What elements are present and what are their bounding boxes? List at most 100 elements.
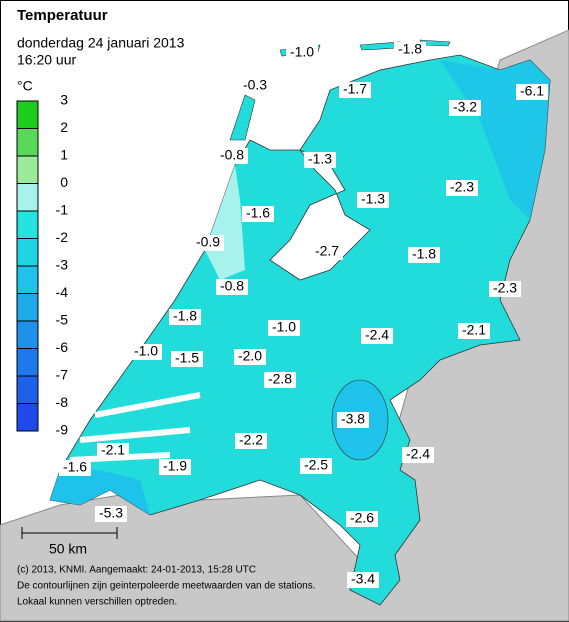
station-label-bg [130, 344, 162, 360]
station-label-bg [408, 247, 440, 263]
station-label: -5.3 [99, 505, 123, 521]
station-label-bg [449, 100, 481, 116]
station-label-bg [242, 206, 274, 222]
station-label-bg [458, 323, 490, 339]
station-label: -2.1 [462, 322, 486, 338]
legend-tick-label: 3 [60, 92, 68, 108]
station-label: -1.3 [308, 151, 332, 167]
station-label-bg [216, 148, 248, 164]
station-label-bg [357, 192, 389, 208]
station-label-bg [346, 511, 378, 527]
legend-tick-label: 2 [60, 119, 68, 135]
legend-tick-label: -5 [56, 312, 69, 328]
station-label: -0.8 [220, 278, 244, 294]
station-label-bg [235, 433, 267, 449]
color-band [17, 266, 38, 294]
station-label: -6.1 [520, 83, 544, 99]
station-label-bg [286, 45, 318, 61]
station-label-bg [347, 572, 379, 588]
color-band [17, 238, 38, 266]
time: 16:20 uur [17, 52, 76, 68]
station-label-bg [234, 349, 266, 365]
station-label-bg [300, 458, 332, 474]
station-label-bg [339, 82, 371, 98]
station-label-bg [169, 309, 201, 325]
unit: °C [17, 78, 33, 94]
station-label: -2.3 [493, 280, 517, 296]
station-label: -1.6 [246, 205, 270, 221]
station-label: -2.2 [239, 432, 263, 448]
station-label-bg [304, 152, 336, 168]
station-label-bg [268, 320, 300, 336]
station-label: -2.4 [406, 446, 430, 462]
station-label: -1.5 [175, 350, 199, 366]
color-band [17, 101, 38, 129]
station-label: -1.3 [361, 191, 385, 207]
station-label: -2.0 [238, 348, 262, 364]
station-label-bg [402, 447, 434, 463]
legend-tick-label: 1 [60, 147, 68, 163]
footer: Lokaal kunnen verschillen optreden. [17, 597, 177, 608]
station-label: -1.7 [343, 81, 367, 97]
station-label-bg [264, 372, 296, 388]
station-label: -2.5 [304, 457, 328, 473]
station-label-bg [446, 180, 478, 196]
station-label: -2.3 [450, 179, 474, 195]
station-label-bg [95, 506, 127, 522]
color-band [17, 403, 38, 431]
station-label: -1.8 [412, 246, 436, 262]
legend-tick-label: -9 [56, 422, 69, 438]
legend-tick-label: -3 [56, 257, 69, 273]
legend-tick-label: -2 [56, 229, 69, 245]
station-label: -0.9 [196, 234, 220, 250]
cold-south-west [50, 470, 150, 515]
color-band [17, 293, 38, 321]
station-label: -1.0 [272, 319, 296, 335]
footer: De contourlijnen zijn geinterpoleerde me… [17, 581, 316, 592]
station-label: -2.1 [101, 442, 125, 458]
legend-tick-label: -1 [56, 202, 69, 218]
station-label-bg [159, 459, 191, 475]
date: donderdag 24 januari 2013 [17, 35, 185, 51]
station-label: -1.8 [398, 41, 422, 57]
color-band [17, 183, 38, 211]
station-label: -1.0 [134, 343, 158, 359]
station-label: -2.8 [268, 371, 292, 387]
station-label: -1.6 [63, 459, 87, 475]
coastal-band [205, 165, 245, 280]
scale-label: 50 km [49, 541, 87, 557]
station-label-bg [97, 443, 129, 459]
station-label: -2.7 [315, 243, 339, 259]
legend-tick-label: -7 [56, 367, 69, 383]
station-label-bg [516, 84, 548, 100]
station-label-bg [59, 460, 91, 476]
station-label: -2.6 [350, 510, 374, 526]
station-label-bg [216, 279, 248, 295]
color-band [17, 211, 38, 239]
station-label-bg [239, 78, 271, 94]
title: Temperatuur [17, 7, 108, 24]
footer: (c) 2013, KNMI. Aangemaakt: 24-01-2013, … [17, 565, 256, 576]
station-label: -1.0 [290, 44, 314, 60]
station-label-bg [192, 235, 224, 251]
station-label-bg [171, 351, 203, 367]
color-band [17, 321, 38, 349]
station-label: -1.8 [173, 308, 197, 324]
station-label-bg [337, 412, 369, 428]
station-label-bg [394, 42, 426, 58]
legend-tick-label: -4 [56, 284, 69, 300]
station-label-bg [489, 281, 521, 297]
ijsselmeer [269, 149, 371, 281]
color-band [17, 156, 38, 184]
legend-tick-label: 0 [60, 174, 68, 190]
station-label: -1.9 [163, 458, 187, 474]
color-band [17, 348, 38, 376]
color-band [17, 376, 38, 404]
station-label: -3.2 [453, 99, 477, 115]
station-label: -3.4 [351, 571, 375, 587]
station-label-bg [311, 244, 343, 260]
station-label: -0.8 [220, 147, 244, 163]
color-band [17, 128, 38, 156]
station-label: -3.8 [341, 411, 365, 427]
